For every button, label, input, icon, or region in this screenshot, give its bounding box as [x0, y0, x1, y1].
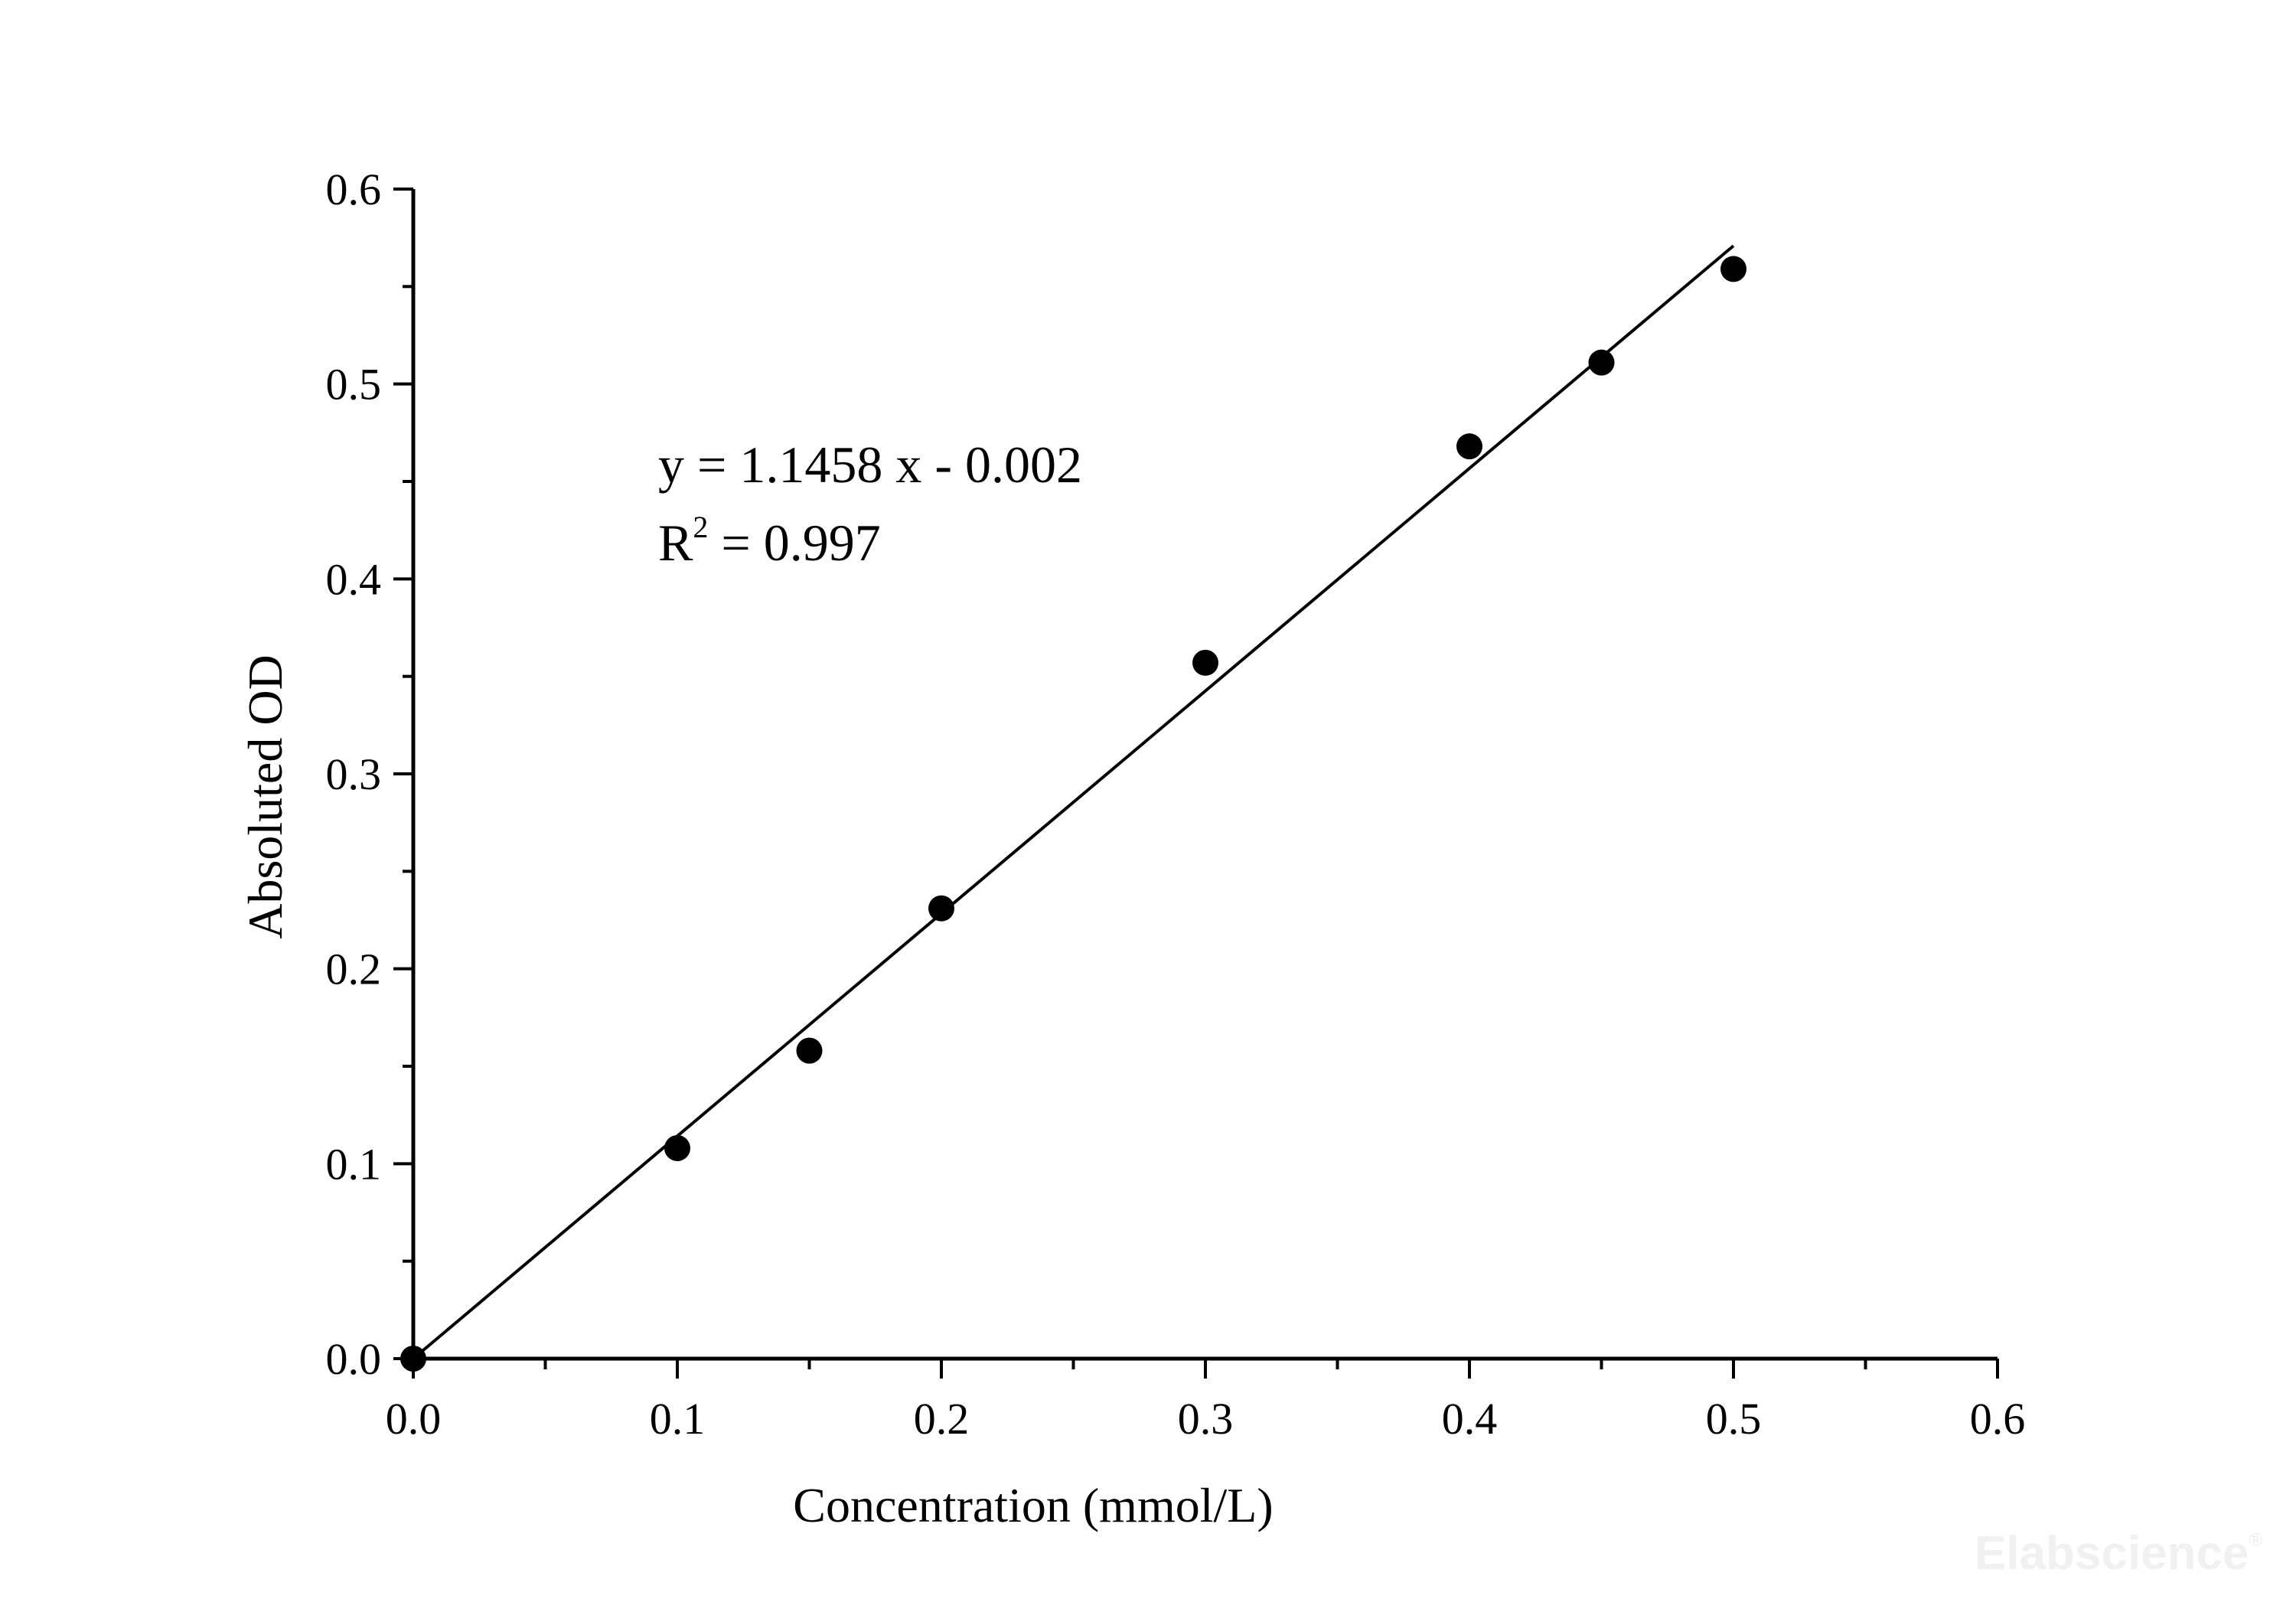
- x-axis-ticks: 0.0 0.1 0.2 0.3 0.4 0.5 0.6: [386, 1359, 2026, 1444]
- data-point: [796, 1037, 823, 1064]
- x-axis-title: Concentration (mmol/L): [793, 1478, 1273, 1532]
- data-point: [1720, 256, 1746, 282]
- x-tick-label: 0.3: [1178, 1394, 1234, 1444]
- regression-equation: y = 1.1458 x - 0.002: [658, 436, 1082, 494]
- data-point: [1456, 433, 1482, 460]
- data-point: [400, 1346, 426, 1372]
- x-tick-label: 0.5: [1706, 1394, 1762, 1444]
- y-axis-ticks: 0.0 0.1 0.2 0.3 0.4 0.5 0.6: [326, 165, 413, 1384]
- y-tick-label: 0.4: [326, 554, 382, 604]
- y-tick-label: 0.0: [326, 1334, 382, 1384]
- regression-line: [412, 244, 1735, 1360]
- r2-prefix: R: [658, 514, 693, 572]
- r2-superscript: 2: [693, 510, 708, 544]
- x-tick-label: 0.1: [650, 1394, 706, 1444]
- data-point: [1588, 349, 1615, 376]
- watermark-text: Elabscience: [1975, 1527, 2249, 1580]
- data-points: [400, 256, 1746, 1372]
- data-point: [1192, 649, 1218, 676]
- y-tick-label: 0.1: [326, 1139, 382, 1189]
- y-axis-title: Absoluted OD: [238, 654, 292, 939]
- y-tick-label: 0.2: [326, 945, 382, 994]
- x-tick-label: 0.0: [386, 1394, 442, 1444]
- y-tick-label: 0.3: [326, 749, 382, 799]
- watermark-logo: Elabscience®: [1975, 1527, 2262, 1580]
- x-tick-label: 0.6: [1970, 1394, 2026, 1444]
- x-tick-label: 0.2: [914, 1394, 970, 1444]
- y-tick-label: 0.5: [326, 360, 382, 410]
- y-tick-label: 0.6: [326, 165, 382, 214]
- watermark-reg: ®: [2249, 1530, 2262, 1551]
- r2-value: = 0.997: [708, 514, 880, 572]
- data-point: [664, 1134, 690, 1161]
- data-point: [928, 895, 954, 922]
- r-squared-label: R2 = 0.997: [658, 510, 881, 572]
- x-tick-label: 0.4: [1442, 1394, 1498, 1444]
